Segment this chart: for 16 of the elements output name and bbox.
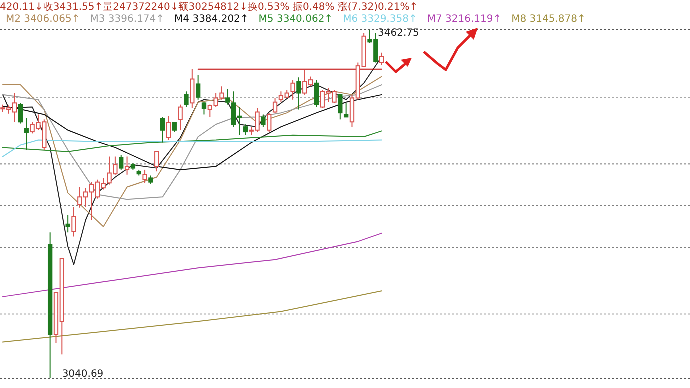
text: M5 3340.062↑ <box>258 14 334 25</box>
candlestick <box>124 156 130 176</box>
text: M8 3145.878↑ <box>512 14 586 25</box>
text: M6 3329.358↑ <box>343 14 418 25</box>
text: M2 3406.065↑ <box>6 14 80 25</box>
text: M3 3396.174↑ <box>90 14 165 25</box>
candlestick <box>48 232 53 378</box>
candlestick <box>290 80 296 100</box>
text: 420.11↓收3431.55↑量247372240↓额30254812↓换0.53% 振0.48% 涨(7.32)0.21%↑ <box>0 1 418 13</box>
text: M7 3216.119↑ <box>427 14 502 25</box>
candlestick <box>24 118 29 151</box>
annotation: 3462.75 <box>378 28 420 39</box>
text: M4 3384.202↑ <box>174 14 249 25</box>
candlestick <box>72 206 76 238</box>
candlestick <box>190 68 195 109</box>
annotation: 3040.69 <box>62 369 104 380</box>
